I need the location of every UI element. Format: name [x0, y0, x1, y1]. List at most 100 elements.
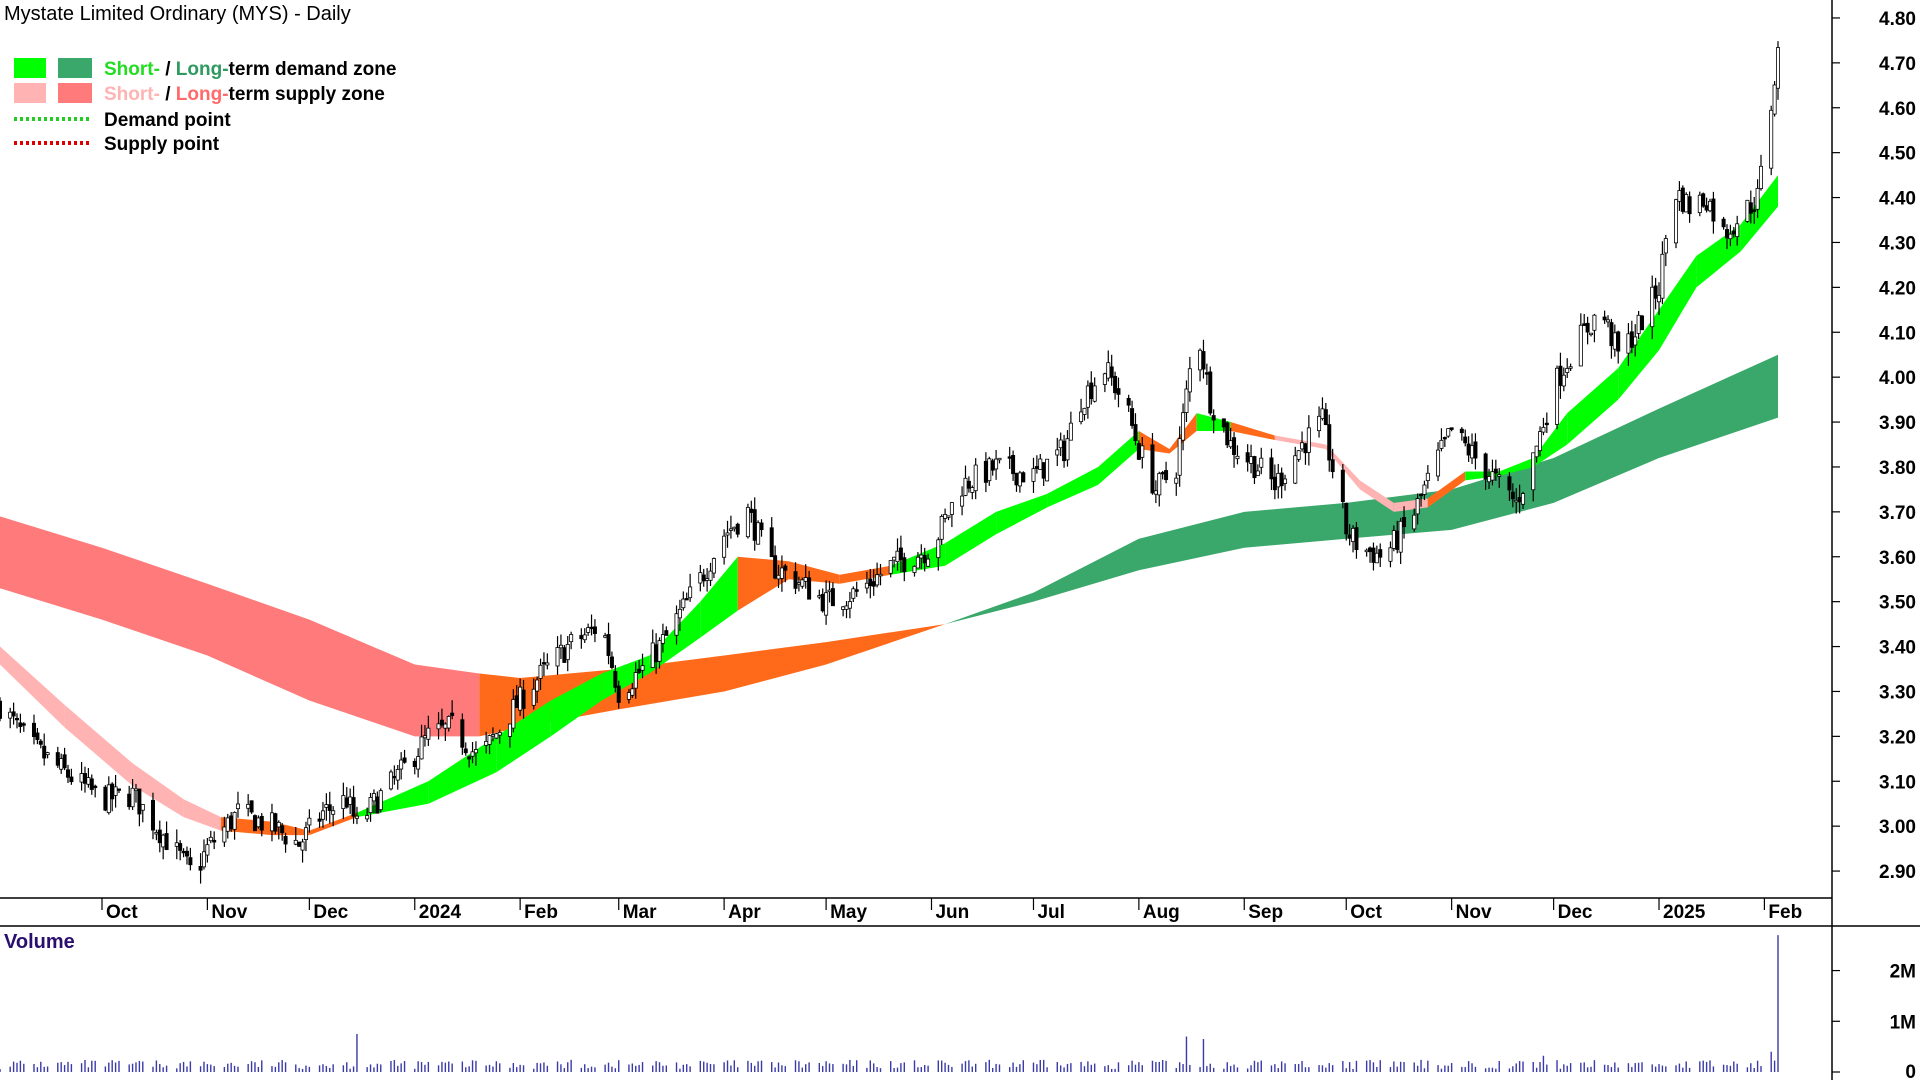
candle-body [35, 732, 40, 741]
candle-body [1140, 445, 1145, 458]
candle-body [1731, 230, 1736, 235]
candle-body [1340, 469, 1345, 502]
candle-body [1065, 438, 1070, 461]
candle-body [817, 595, 822, 598]
candle-body [1402, 517, 1407, 528]
date-tick-label: 2024 [419, 902, 462, 923]
candle-body [42, 745, 47, 759]
price-tick-label: 4.40 [1879, 189, 1916, 210]
candle-body [1728, 233, 1733, 240]
short-term-zone-segment-demand [356, 781, 429, 818]
price-tick-label: 3.50 [1879, 593, 1916, 614]
candle-body [1629, 331, 1634, 348]
candle-body [320, 810, 325, 820]
candle-body [688, 586, 693, 599]
candle-body [562, 647, 567, 663]
candle-body [1082, 407, 1087, 415]
candle-body [1772, 84, 1777, 115]
price-tick-label: 4.60 [1879, 99, 1916, 120]
date-tick-label: Feb [524, 902, 558, 923]
date-tick-label: 2025 [1663, 902, 1706, 923]
short-term-zone-segment-demand [1499, 457, 1534, 476]
candle-body [1102, 373, 1107, 385]
candle-body [1490, 471, 1495, 481]
legend-demand-short: Short- [104, 59, 160, 80]
candle-body [1157, 473, 1162, 496]
candle-body [487, 735, 492, 745]
candle-body [1021, 472, 1026, 483]
short-term-zone-segment-overlap [1230, 422, 1275, 441]
candle-body [1602, 316, 1607, 321]
candle-body [1228, 440, 1233, 448]
candle-body [317, 818, 322, 822]
chart-title: Mystate Limited Ordinary (MYS) - Daily [4, 3, 351, 25]
candle-body [1085, 385, 1090, 408]
candle-body [79, 773, 84, 783]
candle-body [657, 640, 662, 662]
candle-body [1184, 388, 1189, 413]
candle-body [1330, 459, 1335, 473]
price-tick-label: 4.00 [1879, 368, 1916, 389]
candle-body [269, 812, 274, 832]
price-tick-label: 4.10 [1879, 323, 1916, 344]
candle-body [106, 784, 111, 814]
candle-body [735, 523, 740, 535]
candle-body [1320, 408, 1325, 419]
candle-body [1303, 443, 1308, 454]
candle-body [82, 773, 87, 784]
candle-body [1198, 349, 1203, 371]
candle-body [327, 804, 332, 811]
candle-body [1395, 530, 1400, 550]
candle-body [1041, 462, 1046, 479]
candle-body [439, 719, 444, 726]
candle-body [803, 577, 808, 582]
candle-body [426, 727, 431, 740]
candle-body [399, 759, 404, 770]
candle-body [664, 630, 669, 636]
candle-body [1626, 333, 1631, 354]
candle-body [1684, 194, 1689, 213]
price-tick-label: 3.40 [1879, 638, 1916, 659]
candle-body [1582, 323, 1587, 326]
candle-body [759, 522, 764, 531]
candle-body [1116, 388, 1121, 395]
candle-body [232, 811, 237, 830]
candle-body [69, 776, 74, 783]
candle-body [1701, 193, 1706, 207]
candle-body [555, 647, 560, 667]
candle-body [926, 558, 931, 567]
candle-body [1378, 549, 1383, 558]
candle-body [912, 565, 917, 573]
price-tick-label: 3.30 [1879, 682, 1916, 703]
candle-body [1640, 315, 1645, 331]
candle-body [8, 711, 13, 719]
candle-body [895, 550, 900, 563]
candle-body [844, 605, 849, 610]
candle-body [854, 589, 859, 592]
candle-body [1279, 472, 1284, 487]
candle-body [705, 578, 710, 581]
candle-body [422, 735, 427, 739]
candle-body [371, 793, 376, 802]
candle-body [732, 526, 737, 530]
candle-body [922, 555, 927, 564]
candle-body [473, 749, 478, 754]
candle-body [1446, 428, 1451, 437]
candle-body [1561, 374, 1566, 387]
candle-body [354, 815, 359, 819]
candle-body [1089, 382, 1094, 400]
candle-body [300, 841, 305, 851]
legend-demand-rest: term demand zone [229, 59, 397, 80]
price-tick-label: 3.80 [1879, 458, 1916, 479]
long-term-zone-overlap [479, 624, 946, 737]
candle-body [936, 539, 941, 559]
candle-body [728, 528, 733, 531]
candle-body [273, 813, 278, 832]
candle-body [1415, 498, 1420, 515]
candle-body [1412, 514, 1417, 530]
legend-demand-zone: Short- / Long-term demand zone [104, 59, 396, 80]
long-term-demand-zone [945, 354, 1778, 625]
price-tick-label: 3.20 [1879, 727, 1916, 748]
candle-body [987, 458, 992, 482]
candle-body [626, 692, 631, 700]
